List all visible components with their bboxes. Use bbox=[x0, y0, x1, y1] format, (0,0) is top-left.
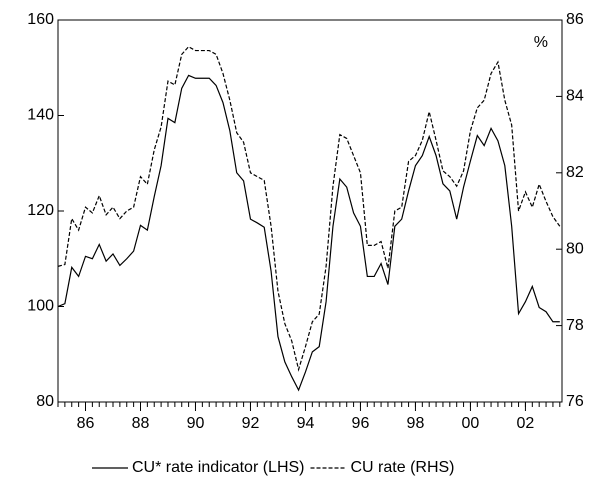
y-tick-label: 80 bbox=[36, 393, 54, 410]
y2-tick-label: 78 bbox=[566, 317, 584, 334]
legend-label: CU* rate indicator (LHS) bbox=[132, 459, 305, 476]
x-tick-label: 96 bbox=[352, 415, 370, 432]
x-tick-label: 98 bbox=[407, 415, 425, 432]
x-tick-label: 88 bbox=[132, 415, 150, 432]
y2-tick-label: 76 bbox=[566, 393, 584, 410]
y-tick-label: 120 bbox=[27, 202, 54, 219]
legend-label: CU rate (RHS) bbox=[351, 459, 455, 476]
x-tick-label: 86 bbox=[77, 415, 95, 432]
unit-annotation: % bbox=[534, 34, 548, 51]
y2-tick-label: 80 bbox=[566, 240, 584, 257]
x-tick-label: 90 bbox=[187, 415, 205, 432]
x-tick-label: 94 bbox=[297, 415, 315, 432]
y2-tick-label: 86 bbox=[566, 11, 584, 28]
y2-tick-label: 82 bbox=[566, 164, 584, 181]
x-tick-label: 00 bbox=[462, 415, 480, 432]
x-tick-label: 92 bbox=[242, 415, 260, 432]
y-tick-label: 100 bbox=[27, 298, 54, 315]
y-tick-label: 140 bbox=[27, 107, 54, 124]
x-tick-label: 02 bbox=[517, 415, 535, 432]
series-line bbox=[57, 45, 561, 372]
y2-tick-label: 84 bbox=[566, 88, 584, 105]
y-tick-label: 160 bbox=[27, 11, 54, 28]
plot-frame bbox=[57, 19, 563, 403]
series-line bbox=[57, 74, 560, 392]
